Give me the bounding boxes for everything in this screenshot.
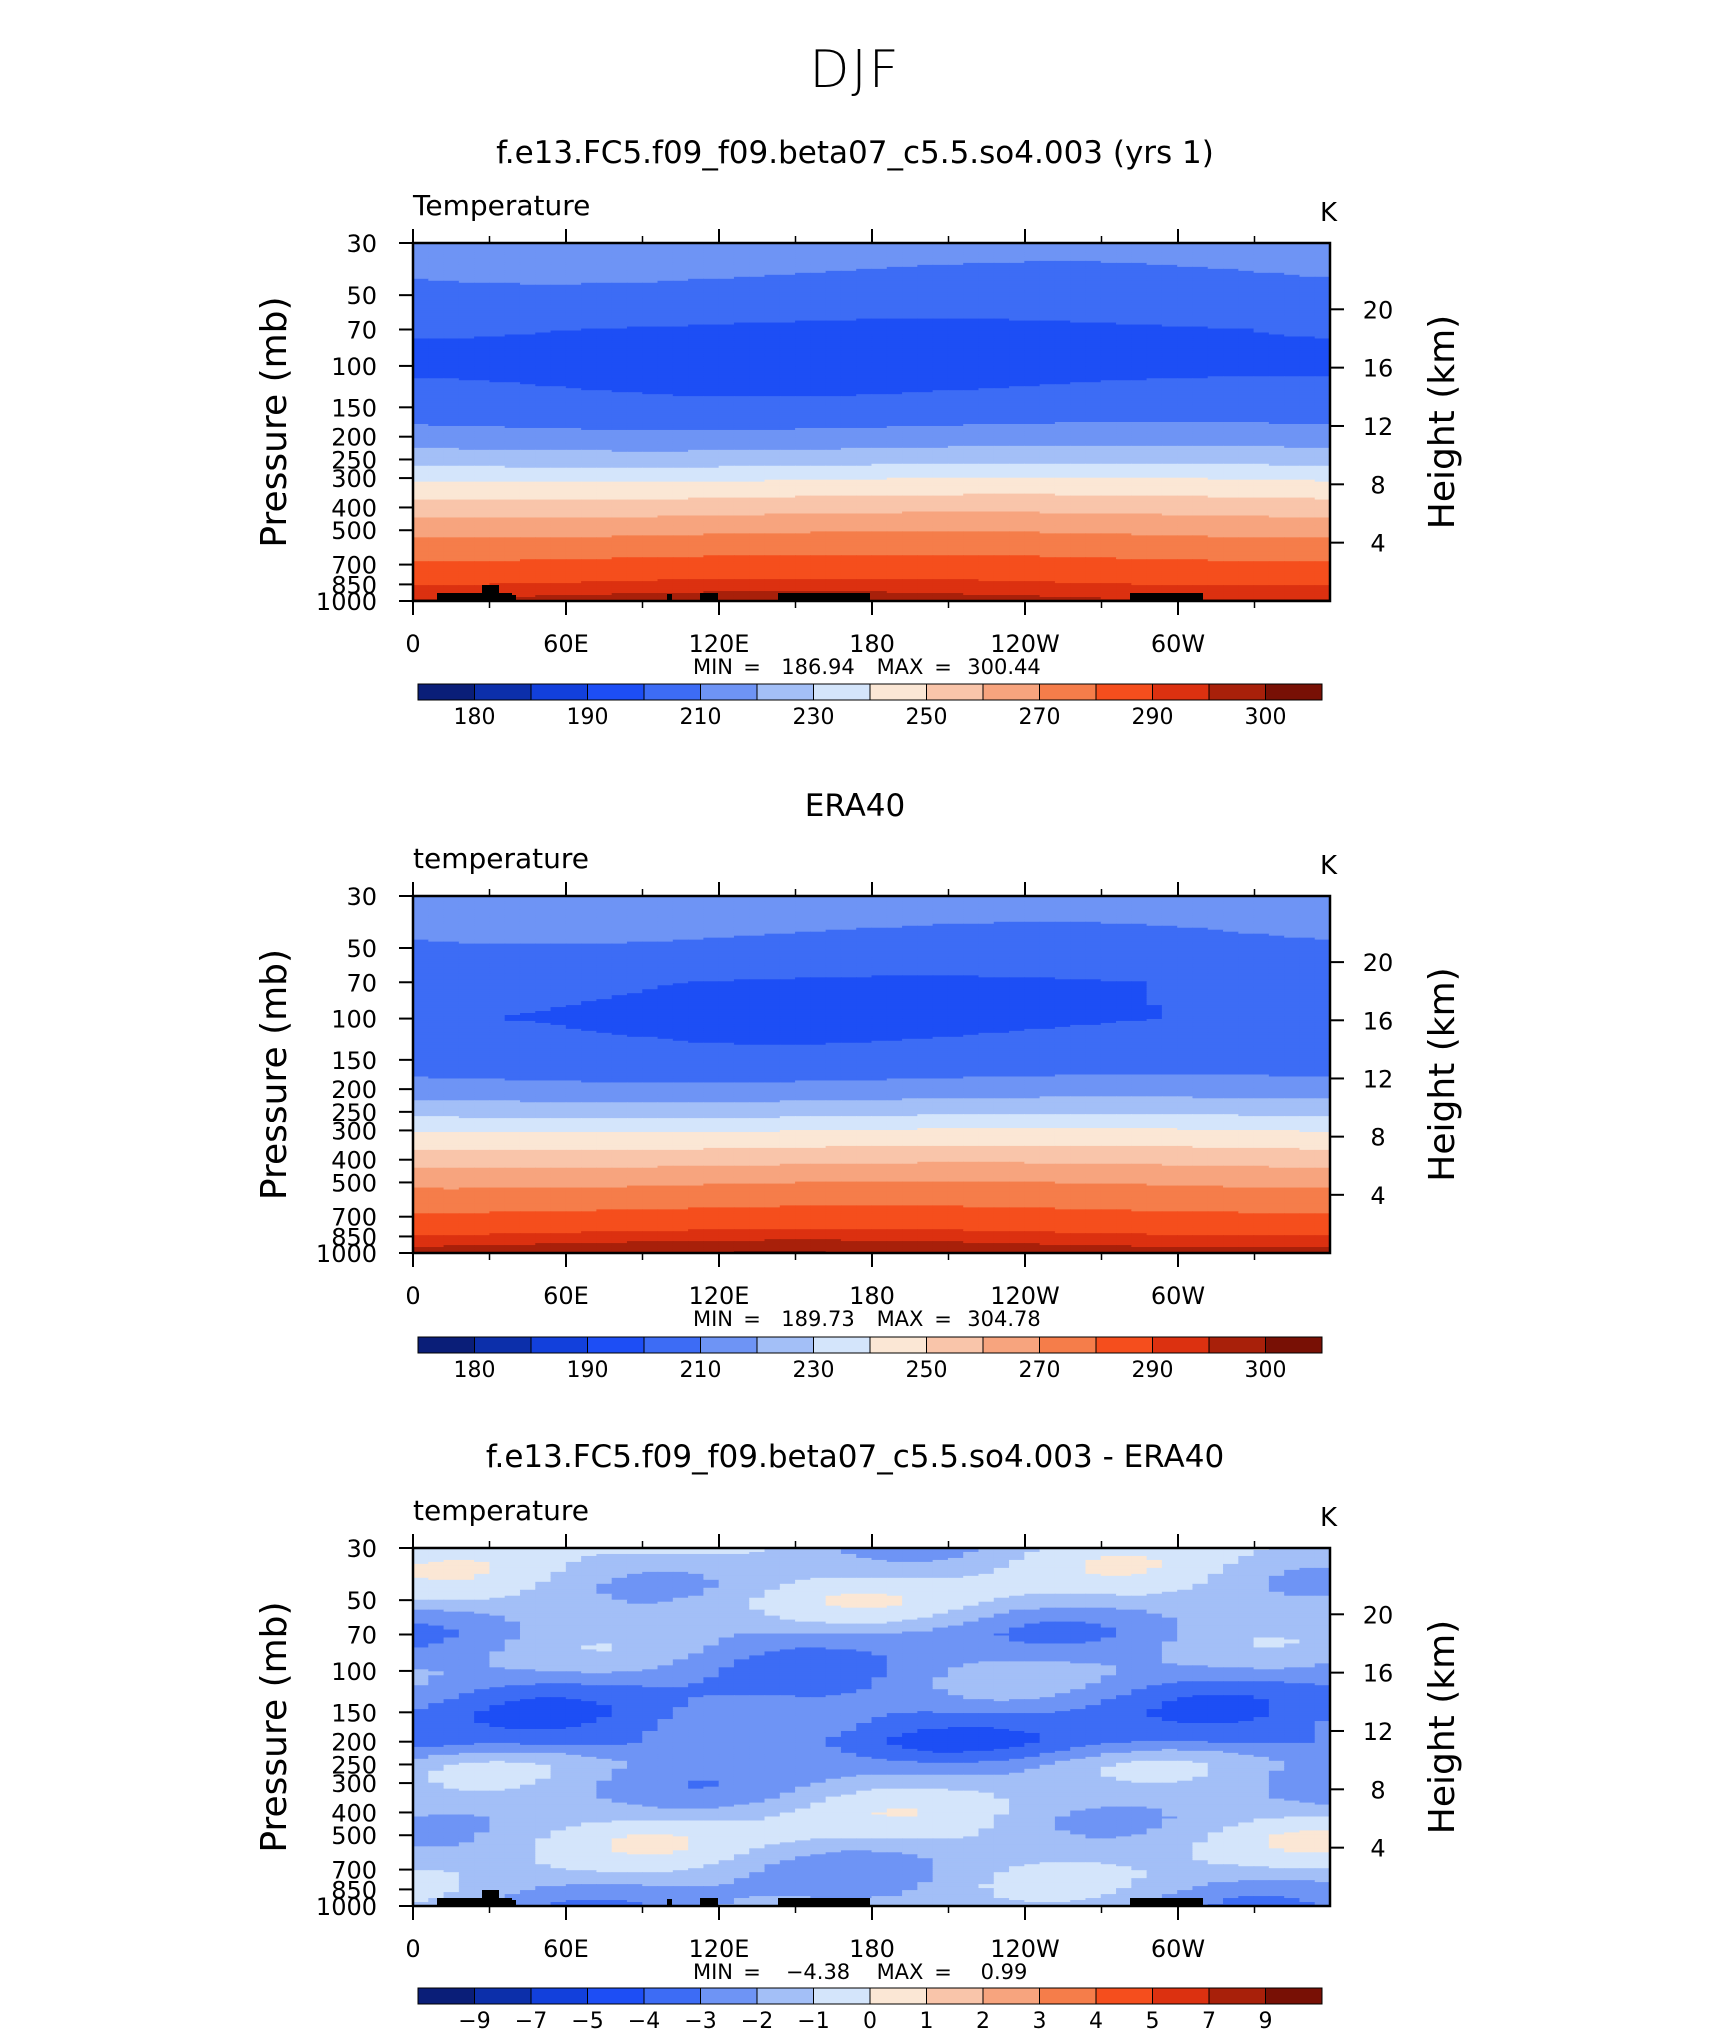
contour-field xyxy=(413,243,1331,602)
variable-label: Temperature xyxy=(412,189,590,222)
panel-title: f.e13.FC5.f09_f09.beta07_c5.5.so4.003 (y… xyxy=(496,135,1214,171)
figure-canvas: f.e13.FC5.f09_f09.beta07_c5.5.so4.003 (y… xyxy=(0,0,1710,2038)
panel-1: f.e13.FC5.f09_f09.beta07_c5.5.so4.003 (y… xyxy=(254,135,1463,730)
units-label: K xyxy=(1320,198,1338,228)
